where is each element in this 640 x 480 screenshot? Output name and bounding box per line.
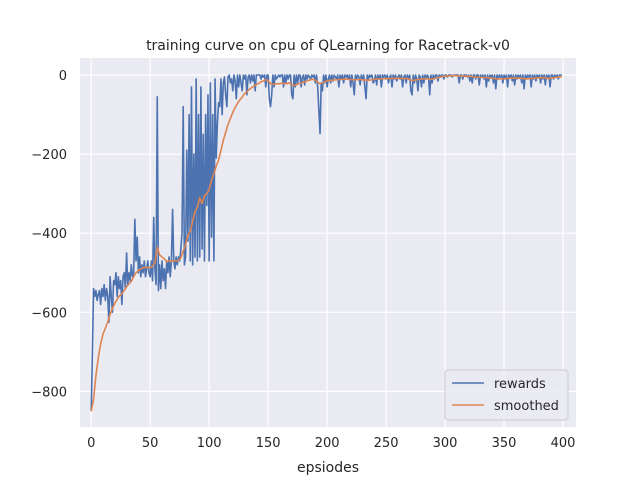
x-tick-label: 400: [551, 436, 576, 451]
y-tick-label: −600: [31, 306, 67, 321]
x-tick-label: 350: [492, 436, 517, 451]
y-tick-labels: 0 −200 −400 −600 −800: [31, 69, 67, 400]
plot-area: [80, 58, 576, 427]
series-layer: [90, 74, 562, 412]
y-tick-label: −800: [31, 385, 67, 400]
x-tick-label: 100: [197, 436, 222, 451]
legend-smoothed-label: smoothed: [494, 399, 559, 414]
legend: rewards smoothed: [444, 369, 569, 421]
x-tick-label: 200: [315, 436, 340, 451]
x-tick-label: 150: [256, 436, 281, 451]
x-axis-label: epsiodes: [297, 460, 359, 476]
series-line-smoothed: [90, 74, 562, 412]
x-tick-labels: 0 50 100 150 200 250 300 350 400: [87, 436, 575, 451]
x-tick-label: 300: [433, 436, 458, 451]
x-tick-label: 0: [87, 436, 95, 451]
y-tick-label: 0: [59, 69, 67, 84]
chart-title: training curve on cpu of QLearning for R…: [146, 38, 510, 54]
x-tick-label: 50: [142, 436, 159, 451]
y-tick-label: −200: [31, 148, 67, 163]
y-tick-label: −400: [31, 227, 67, 242]
x-tick-label: 250: [374, 436, 399, 451]
legend-rewards-label: rewards: [494, 377, 546, 392]
y-gridlines: [80, 74, 576, 393]
